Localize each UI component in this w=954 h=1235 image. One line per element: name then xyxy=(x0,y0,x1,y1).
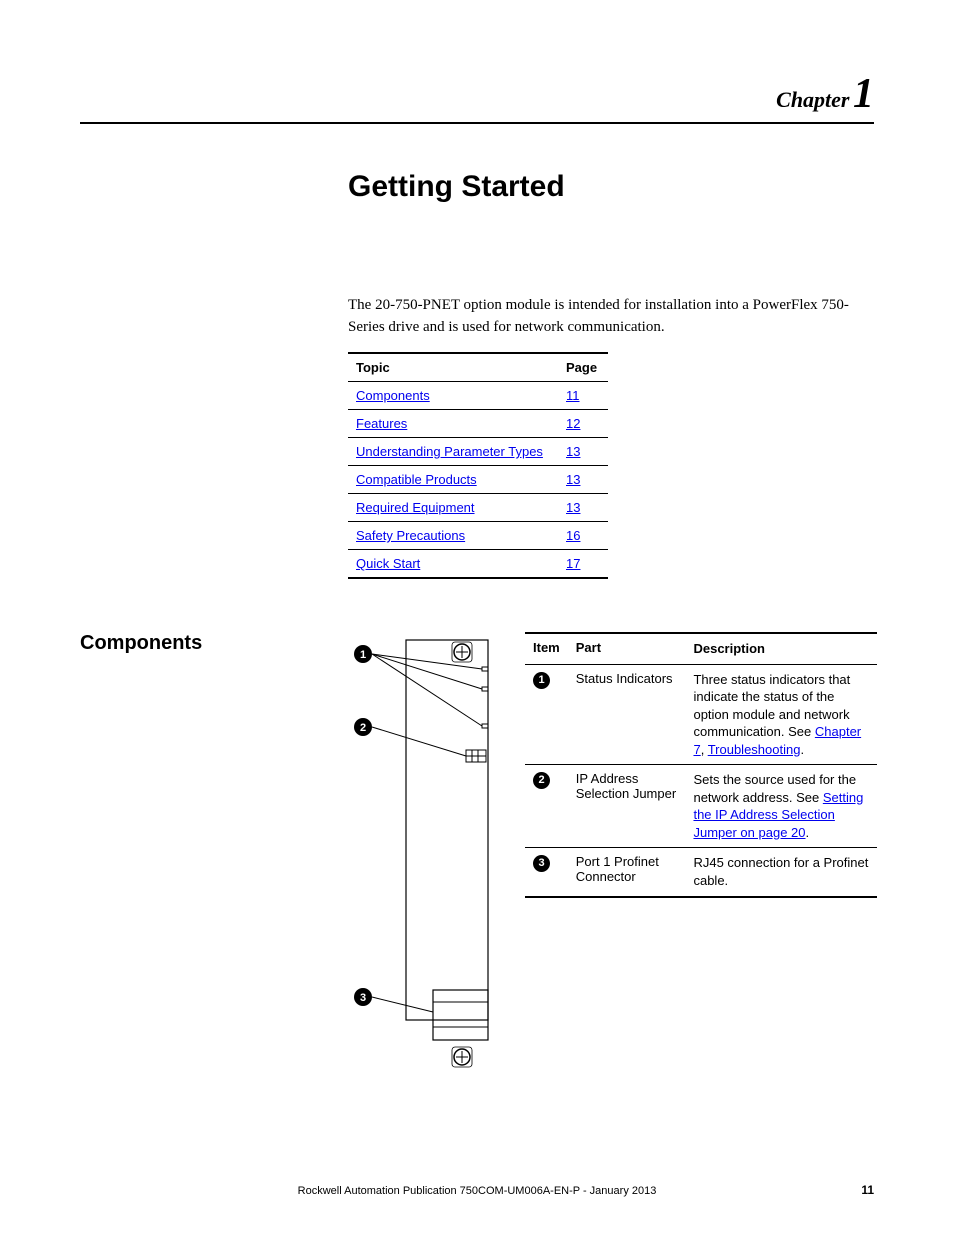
desc-text: . xyxy=(806,825,810,840)
topic-link[interactable]: Quick Start xyxy=(356,556,420,571)
page-header: Page xyxy=(558,353,608,382)
page-link[interactable]: 16 xyxy=(566,528,580,543)
table-row: 2 IP Address Selection Jumper Sets the s… xyxy=(525,765,877,848)
components-table: Item Part Description 1 Status Indicator… xyxy=(525,632,877,898)
component-diagram: 1 2 3 xyxy=(348,632,498,1072)
part-cell: Status Indicators xyxy=(568,664,686,765)
topic-link[interactable]: Required Equipment xyxy=(356,500,475,515)
item-badge: 2 xyxy=(533,772,550,789)
item-header: Item xyxy=(525,633,568,664)
desc-cell: RJ45 connection for a Profinet cable. xyxy=(685,848,877,897)
part-cell: IP Address Selection Jumper xyxy=(568,765,686,848)
desc-cell: Sets the source used for the network add… xyxy=(685,765,877,848)
footer-text: Rockwell Automation Publication 750COM-U… xyxy=(0,1185,954,1197)
callout-3: 3 xyxy=(360,992,366,1004)
table-row: 1 Status Indicators Three status indicat… xyxy=(525,664,877,765)
table-row: Safety Precautions 16 xyxy=(348,522,608,550)
item-badge: 3 xyxy=(533,855,550,872)
desc-link[interactable]: Troubleshooting xyxy=(708,742,801,757)
callout-2: 2 xyxy=(360,722,366,734)
topic-link[interactable]: Components xyxy=(356,388,430,403)
page-link[interactable]: 12 xyxy=(566,416,580,431)
topic-link[interactable]: Features xyxy=(356,416,407,431)
desc-header: Description xyxy=(685,633,877,664)
table-row: Quick Start 17 xyxy=(348,550,608,579)
chapter-number: 1 xyxy=(853,71,874,117)
desc-cell: Three status indicators that indicate th… xyxy=(685,664,877,765)
table-row: 3 Port 1 Profinet Connector RJ45 connect… xyxy=(525,848,877,897)
table-row: Features 12 xyxy=(348,410,608,438)
topic-link[interactable]: Safety Precautions xyxy=(356,528,465,543)
page-link[interactable]: 13 xyxy=(566,500,580,515)
desc-text: . xyxy=(800,742,804,757)
section-heading: Components xyxy=(80,632,202,655)
page-link[interactable]: 11 xyxy=(566,388,580,403)
page-number: 11 xyxy=(861,1183,874,1197)
horizontal-rule xyxy=(80,122,874,124)
topic-link[interactable]: Compatible Products xyxy=(356,472,477,487)
intro-paragraph: The 20-750-PNET option module is intende… xyxy=(348,295,874,339)
topic-link[interactable]: Understanding Parameter Types xyxy=(356,444,543,459)
table-row: Components 11 xyxy=(348,382,608,410)
part-cell: Port 1 Profinet Connector xyxy=(568,848,686,897)
chapter-label: Chapter xyxy=(776,87,849,112)
page-link[interactable]: 13 xyxy=(566,472,580,487)
page-title: Getting Started xyxy=(348,170,565,204)
page-link[interactable]: 17 xyxy=(566,556,580,571)
page-link[interactable]: 13 xyxy=(566,444,580,459)
table-row: Understanding Parameter Types 13 xyxy=(348,438,608,466)
item-badge: 1 xyxy=(533,672,550,689)
topic-header: Topic xyxy=(348,353,558,382)
part-header: Part xyxy=(568,633,686,664)
topic-table: Topic Page Components 11 Features 12 Und… xyxy=(348,352,608,579)
table-row: Required Equipment 13 xyxy=(348,494,608,522)
desc-text: , xyxy=(701,742,708,757)
table-row: Compatible Products 13 xyxy=(348,466,608,494)
chapter-header: Chapter 1 xyxy=(776,70,874,118)
callout-1: 1 xyxy=(360,649,366,661)
